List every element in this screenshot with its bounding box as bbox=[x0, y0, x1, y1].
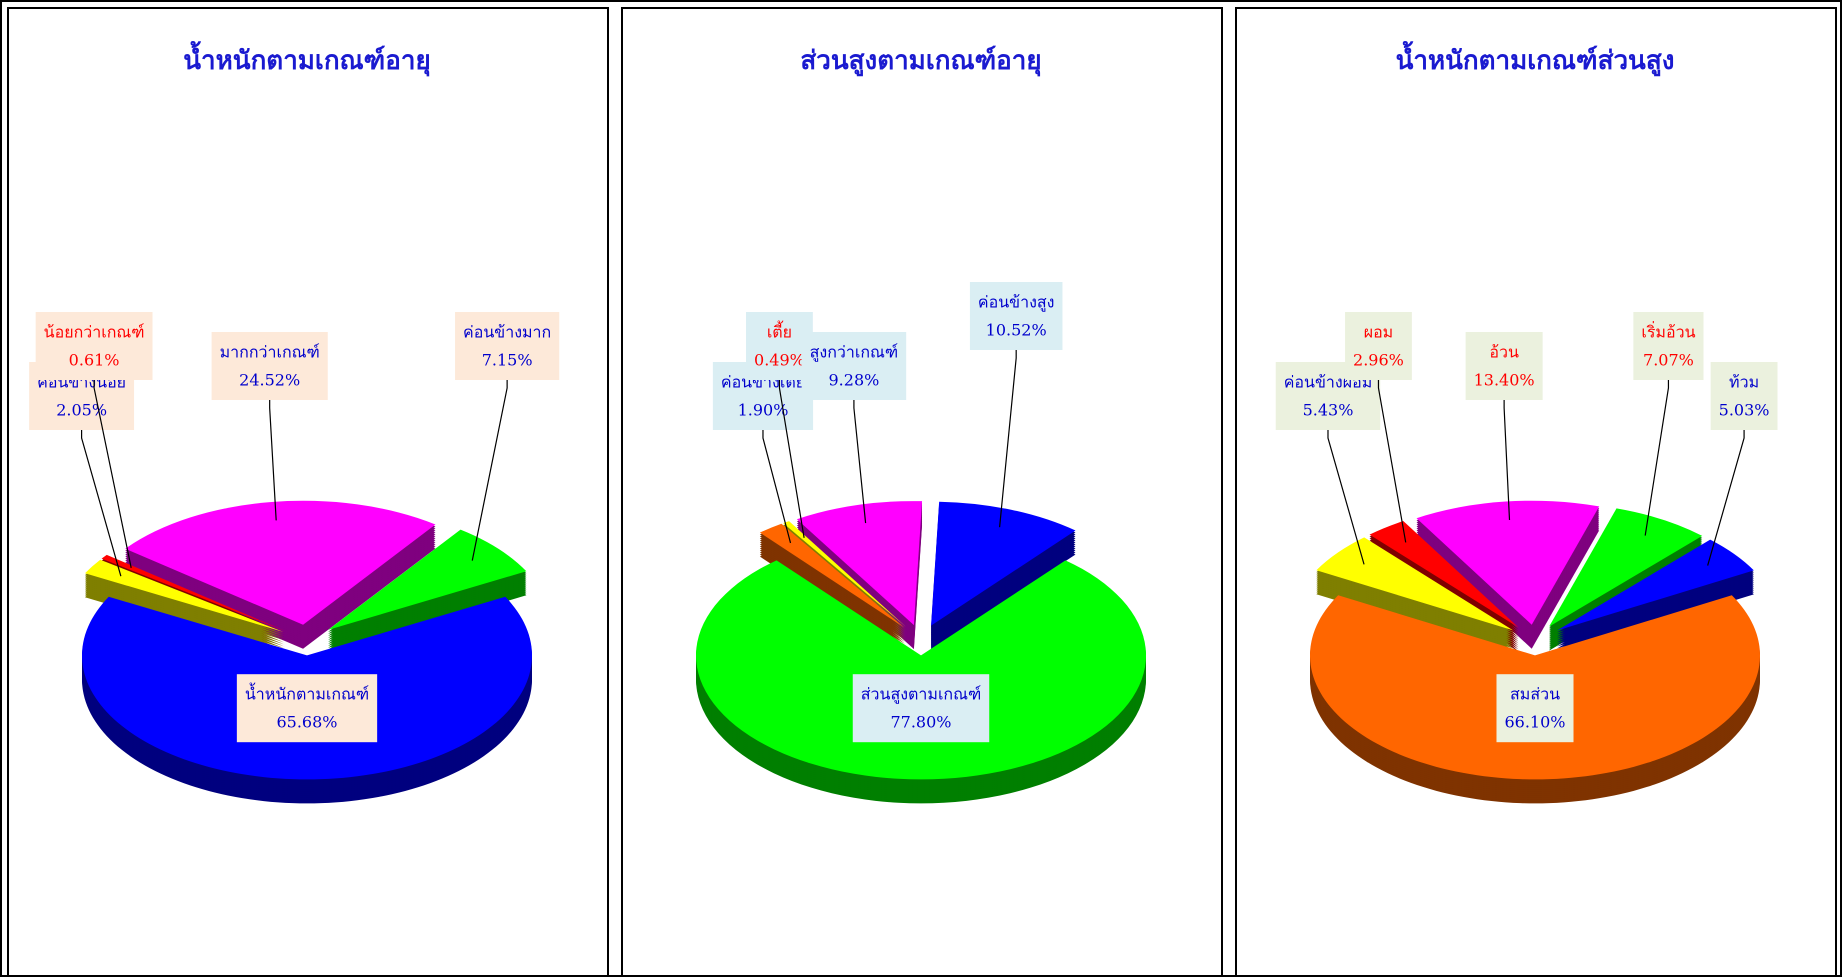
label-name: ค่อนข้างมาก bbox=[463, 323, 551, 342]
label-name: เริ่มอ้วน bbox=[1641, 321, 1695, 342]
leader-line bbox=[853, 400, 867, 524]
label-box bbox=[1633, 312, 1704, 380]
label-value: 65.68% bbox=[276, 713, 337, 732]
label-value: 0.49% bbox=[754, 351, 805, 370]
slice bbox=[783, 521, 907, 627]
label-box bbox=[236, 674, 378, 743]
data-label: ค่อนข้างมาก 7.15% bbox=[455, 312, 560, 380]
slice bbox=[695, 560, 1146, 780]
label-box bbox=[852, 674, 990, 743]
label-value: 77.80% bbox=[890, 713, 951, 732]
data-label: น้ำหนักตามเกณฑ์ 65.68% bbox=[236, 674, 378, 743]
pie-chart: น้ำหนักตามเกณฑ์อายุน้ำหนักตามเกณฑ์ 65.68%… bbox=[7, 7, 609, 977]
label-name: อ้วน bbox=[1489, 343, 1519, 362]
data-label: ส่วนสูงตามเกณฑ์ 77.80% bbox=[852, 674, 990, 743]
label-name: มากกว่าเกณฑ์ bbox=[220, 343, 320, 362]
label-name: ผอม bbox=[1364, 323, 1394, 342]
leader-line bbox=[778, 380, 805, 538]
label-value: 10.52% bbox=[986, 321, 1047, 340]
label-value: 2.05% bbox=[56, 401, 107, 420]
leader-line bbox=[1644, 380, 1670, 536]
label-value: 7.15% bbox=[482, 351, 533, 370]
leader-line bbox=[81, 430, 122, 577]
slice bbox=[1416, 500, 1600, 625]
label-name: ส่วนสูงตามเกณฑ์ bbox=[861, 685, 981, 705]
label-box bbox=[801, 332, 907, 400]
label-value: 24.52% bbox=[239, 371, 300, 390]
slice bbox=[796, 501, 923, 626]
label-name: สมส่วน bbox=[1510, 685, 1560, 704]
label-box bbox=[1710, 362, 1778, 430]
slice bbox=[759, 523, 905, 628]
panel bbox=[1235, 7, 1837, 977]
label-value: 5.03% bbox=[1719, 401, 1770, 420]
label-name: ค่อนข้างสูง bbox=[978, 293, 1055, 313]
leader-line bbox=[1707, 430, 1745, 566]
slice bbox=[1549, 508, 1703, 627]
leader-line bbox=[999, 350, 1017, 528]
leader-line bbox=[762, 430, 792, 544]
chart-title: น้ำหนักตามเกณฑ์ส่วนสูง bbox=[1396, 40, 1675, 77]
slice bbox=[1557, 539, 1754, 631]
label-name: น้อยกว่าเกณฑ์ bbox=[44, 323, 145, 342]
label-value: 1.90% bbox=[738, 401, 789, 420]
slice bbox=[1316, 537, 1514, 631]
leader-line bbox=[269, 400, 277, 521]
pie-chart: ส่วนสูงตามเกณฑ์อายุส่วนสูงตามเกณฑ์ 77.80%… bbox=[621, 7, 1223, 977]
data-label: น้อยกว่าเกณฑ์ 0.61% bbox=[35, 312, 153, 380]
panel bbox=[7, 7, 609, 977]
label-value: 2.96% bbox=[1353, 351, 1404, 370]
label-value: 66.10% bbox=[1504, 713, 1565, 732]
data-label: ค่อนข้างสูง 10.52% bbox=[969, 282, 1063, 350]
label-name: เตี้ย bbox=[767, 321, 792, 342]
label-value: 9.28% bbox=[829, 371, 880, 390]
label-value: 5.43% bbox=[1303, 401, 1354, 420]
label-box bbox=[1496, 674, 1574, 743]
slice-side bbox=[783, 523, 907, 629]
chart-title: น้ำหนักตามเกณฑ์อายุ bbox=[183, 40, 430, 77]
label-name: ท้วม bbox=[1729, 373, 1759, 392]
panel bbox=[621, 7, 1223, 977]
data-label: ท้วม 5.03% bbox=[1710, 362, 1778, 430]
label-box bbox=[211, 332, 328, 400]
label-box bbox=[35, 312, 153, 380]
slice bbox=[1369, 521, 1519, 628]
label-box bbox=[455, 312, 560, 380]
label-box bbox=[1345, 312, 1412, 380]
slice bbox=[101, 554, 285, 631]
data-label: สูงกว่าเกณฑ์ 9.28% bbox=[801, 332, 907, 400]
label-box bbox=[1465, 332, 1543, 400]
chart-title: ส่วนสูงตามเกณฑ์อายุ bbox=[800, 45, 1041, 77]
slice bbox=[125, 500, 436, 625]
label-value: 13.40% bbox=[1474, 371, 1535, 390]
leader-line bbox=[93, 380, 132, 568]
data-label: ผอม 2.96% bbox=[1345, 312, 1412, 380]
label-name: สูงกว่าเกณฑ์ bbox=[810, 343, 899, 363]
leader-line bbox=[1327, 430, 1365, 565]
leader-line bbox=[1503, 400, 1511, 521]
slice bbox=[931, 501, 1076, 626]
label-value: 0.61% bbox=[69, 351, 120, 370]
data-label: อ้วน 13.40% bbox=[1465, 332, 1543, 400]
leader-line bbox=[471, 380, 508, 561]
data-label: เริ่มอ้วน 7.07% bbox=[1633, 312, 1704, 380]
slice bbox=[84, 559, 284, 632]
slice bbox=[328, 529, 527, 630]
label-name: น้ำหนักตามเกณฑ์ bbox=[245, 683, 369, 704]
label-box bbox=[969, 282, 1063, 350]
leader-line bbox=[1377, 380, 1407, 543]
data-label: มากกว่าเกณฑ์ 24.52% bbox=[211, 332, 328, 400]
data-label: สมส่วน 66.10% bbox=[1496, 674, 1574, 743]
label-value: 7.07% bbox=[1643, 351, 1694, 370]
